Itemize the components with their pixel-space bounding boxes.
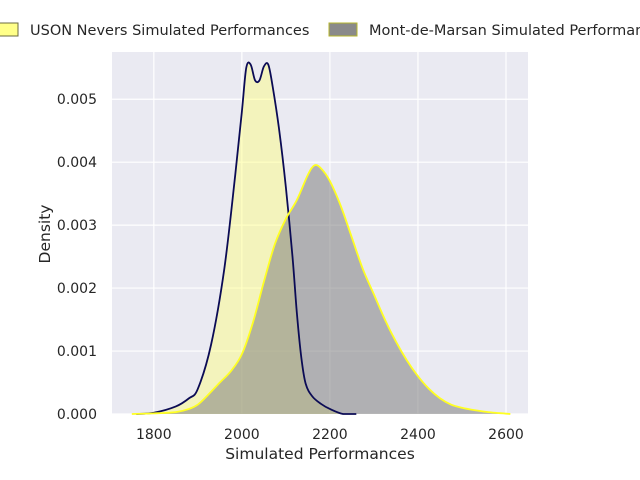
x-tick-label: 2200	[312, 427, 348, 443]
y-tick-label: 0.001	[57, 344, 97, 360]
x-axis-title: Simulated Performances	[225, 445, 415, 463]
y-tick-label: 0.005	[57, 92, 97, 108]
legend-label-2: Mont-de-Marsan Simulated Performances	[369, 23, 640, 39]
series-2-line	[131, 164, 511, 415]
legend-swatch-1	[0, 22, 19, 37]
x-tick-label: 1800	[136, 427, 172, 443]
x-tick-label: 2000	[224, 427, 260, 443]
x-tick-label: 2600	[488, 427, 524, 443]
y-axis-title: Density	[36, 205, 54, 264]
y-tick-label: 0.000	[57, 407, 97, 423]
series-1-area	[136, 62, 357, 414]
legend-label-1: USON Nevers Simulated Performances	[30, 23, 309, 39]
legend[interactable]: USON Nevers Simulated Performances Mont-d…	[0, 22, 640, 39]
series-1-line	[136, 61, 357, 415]
series-layer	[131, 61, 511, 415]
y-axis-ticks: 0.000 0.001 0.002 0.003 0.004 0.005	[57, 92, 97, 423]
legend-item-1[interactable]: USON Nevers Simulated Performances	[0, 22, 309, 39]
y-tick-label: 0.002	[57, 281, 97, 297]
y-tick-label: 0.004	[57, 155, 97, 171]
legend-swatch-2	[328, 22, 358, 37]
x-axis-ticks: 1800 2000 2200 2400 2600	[136, 427, 524, 443]
series-2-area	[131, 164, 511, 414]
legend-item-2[interactable]: Mont-de-Marsan Simulated Performances	[328, 22, 640, 39]
x-tick-label: 2400	[400, 427, 436, 443]
y-tick-label: 0.003	[57, 218, 97, 234]
